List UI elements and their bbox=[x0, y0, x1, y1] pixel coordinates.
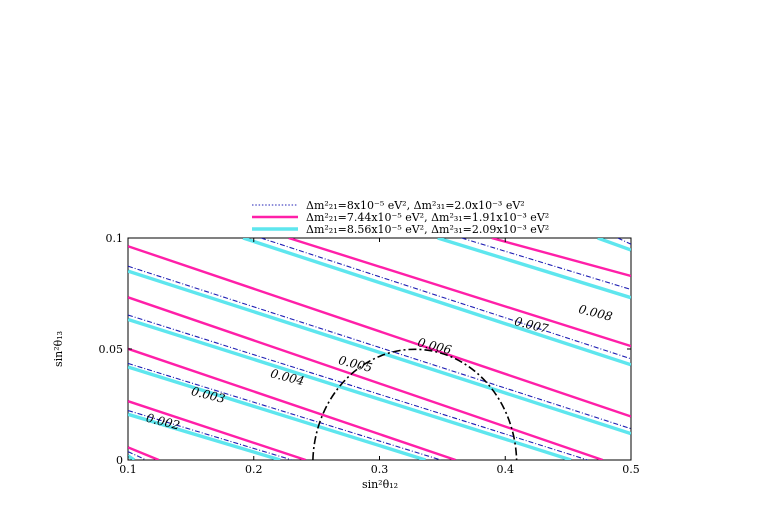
region-boundary bbox=[312, 348, 518, 460]
contour-series-2-level-7 bbox=[491, 238, 631, 278]
x-tick-label: 0.5 bbox=[622, 463, 640, 476]
legend-label-series-1: Δm²₂₁=8x10⁻⁵ eV², Δm²₃₁=2.0x10⁻³ eV² bbox=[306, 199, 525, 212]
allowed-region bbox=[312, 348, 518, 460]
contour-label-7: 0.008 bbox=[577, 302, 614, 324]
y-tick-label: 0 bbox=[116, 454, 123, 467]
x-axis-label: sin²θ₁₂ bbox=[362, 478, 398, 491]
contour-series-3-level-7 bbox=[437, 238, 631, 300]
contour-series-1-level-8 bbox=[617, 238, 631, 245]
contour-label-5: 0.006 bbox=[416, 335, 453, 357]
x-tick-label: 0.3 bbox=[371, 463, 389, 476]
contour-series-2-level-1 bbox=[128, 446, 160, 460]
contour-series-2-level-4 bbox=[128, 296, 604, 460]
contour-series-1-level-1 bbox=[128, 451, 147, 460]
contour-series-1-level-4 bbox=[128, 314, 588, 460]
x-tick-label: 0.1 bbox=[119, 463, 137, 476]
contour-series-3-level-3 bbox=[128, 365, 427, 460]
contour-lines bbox=[128, 238, 631, 460]
y-tick-label: 0.05 bbox=[99, 343, 124, 356]
contour-series-1-level-3 bbox=[128, 362, 442, 460]
contour-series-2-level-6 bbox=[288, 238, 631, 348]
legend: Δm²₂₁=8x10⁻⁵ eV², Δm²₃₁=2.0x10⁻³ eV² Δm²… bbox=[252, 199, 549, 236]
contour-label-2: 0.003 bbox=[190, 384, 227, 406]
x-tick-label: 0.4 bbox=[497, 463, 515, 476]
x-axis-ticks: 0.1 0.2 0.3 0.4 0.5 bbox=[119, 238, 640, 476]
contour-series-3-level-1 bbox=[128, 454, 136, 460]
contour-series-2-level-5 bbox=[128, 245, 631, 418]
legend-label-series-2: Δm²₂₁=7.44x10⁻⁵ eV², Δm²₃₁=1.91x10⁻³ eV² bbox=[306, 211, 549, 224]
contour-label-1: 0.002 bbox=[145, 411, 182, 433]
contour-series-1-level-6 bbox=[260, 238, 631, 360]
y-axis-label: sin²θ₁₃ bbox=[52, 331, 65, 367]
contour-series-2-level-2 bbox=[128, 400, 307, 460]
contour-series-1-level-2 bbox=[128, 409, 293, 460]
contour-series-1-level-7 bbox=[461, 238, 631, 291]
contour-series-3-level-4 bbox=[128, 317, 572, 460]
contour-series-1-level-5 bbox=[128, 265, 631, 430]
contour-series-3-level-8 bbox=[597, 238, 631, 252]
x-tick-label: 0.2 bbox=[245, 463, 263, 476]
contour-series-3-level-6 bbox=[242, 238, 631, 367]
contour-series-3-level-5 bbox=[128, 269, 631, 436]
y-tick-label: 0.1 bbox=[106, 232, 124, 245]
contour-series-3-level-2 bbox=[128, 412, 281, 460]
y-axis-ticks: 0 0.05 0.1 bbox=[99, 232, 631, 467]
contour-series-2-level-3 bbox=[128, 347, 456, 460]
legend-label-series-3: Δm²₂₁=8.56x10⁻⁵ eV², Δm²₃₁=2.09x10⁻³ eV² bbox=[306, 223, 549, 236]
